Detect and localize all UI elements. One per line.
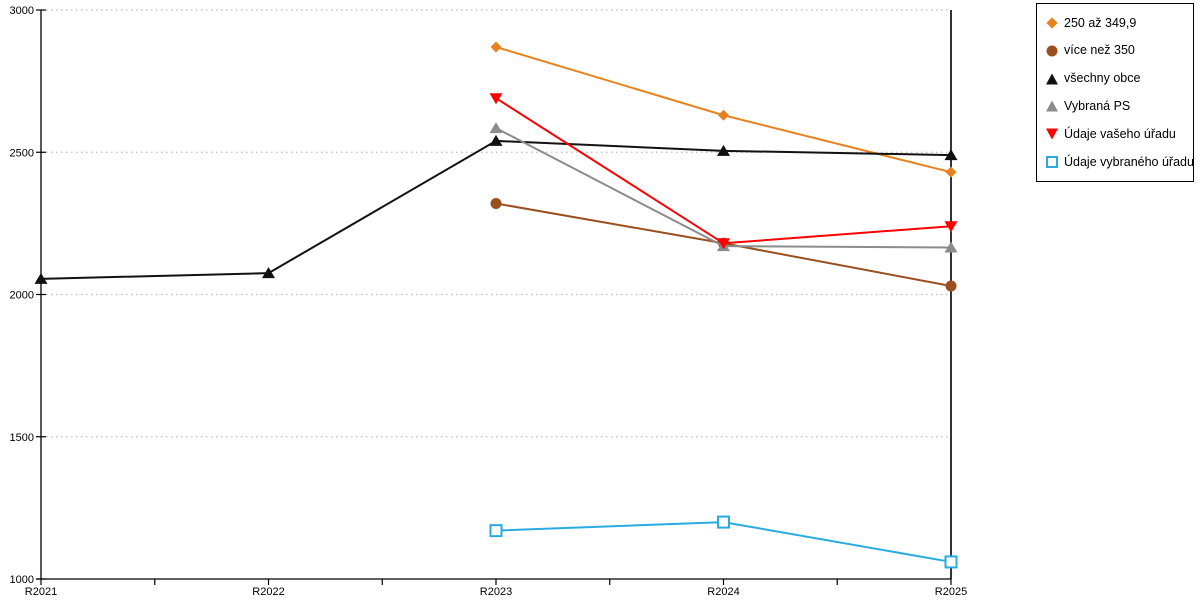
triangle-up-marker-icon (489, 122, 503, 134)
square-open-marker-icon (717, 515, 730, 529)
x-tick-label: R2024 (707, 586, 739, 598)
triangle-up-marker-icon (1045, 100, 1058, 113)
triangle-up-marker-icon (34, 272, 48, 284)
legend-label: všechny obce (1064, 71, 1141, 86)
diamond-marker-icon (718, 109, 729, 121)
triangle-down-marker-icon (489, 93, 503, 105)
diamond-marker-icon (945, 166, 957, 178)
circle-marker-icon (490, 197, 502, 209)
y-tick-label: 2500 (10, 147, 34, 159)
square-open-marker-icon (1045, 156, 1058, 169)
triangle-down-marker-icon (717, 238, 730, 250)
x-tick-label: R2023 (480, 586, 512, 598)
y-tick-label: 2000 (10, 290, 34, 302)
triangle-up-marker-icon (944, 241, 958, 253)
x-tick-label: R2021 (25, 586, 57, 598)
legend-item-udaje-vybraneho-uradu: Údaje vybraného úřadu (1045, 150, 1194, 174)
legend-label: 250 až 349,9 (1064, 15, 1137, 30)
diamond-marker-icon (1045, 16, 1058, 29)
legend-item-250-az-349: 250 až 349,9 (1045, 11, 1191, 35)
y-tick-label: 3000 (10, 5, 34, 17)
square-open-marker-icon (944, 555, 958, 569)
y-tick-label: 1500 (10, 432, 34, 444)
circle-marker-icon (945, 280, 957, 292)
diamond-marker-icon (490, 41, 502, 53)
legend-item-vsechny-obce: všechny obce (1045, 67, 1191, 91)
triangle-up-marker-icon (489, 134, 503, 146)
legend-item-vybrana-ps: Vybraná PS (1045, 94, 1191, 118)
legend-label: více než 350 (1064, 43, 1135, 58)
triangle-up-marker-icon (262, 267, 275, 279)
square-open-marker-icon (489, 524, 503, 538)
legend-label: Vybraná PS (1064, 99, 1131, 114)
y-tick-label: 1000 (10, 574, 34, 586)
triangle-down-marker-icon (1045, 128, 1058, 141)
legend-label: Údaje vybraného úřadu (1064, 154, 1194, 169)
legend-label: Údaje vašeho úřadu (1064, 126, 1176, 141)
legend: 250 až 349,9 více než 350 všechny obce V… (1036, 3, 1194, 182)
legend-item-udaje-vaseho-uradu: Údaje vašeho úřadu (1045, 122, 1191, 146)
triangle-up-marker-icon (944, 149, 958, 161)
legend-item-vice-nez-350: více než 350 (1045, 39, 1191, 63)
triangle-down-marker-icon (944, 221, 958, 233)
triangle-up-marker-icon (717, 144, 730, 156)
x-tick-label: R2025 (935, 586, 967, 598)
x-tick-label: R2022 (252, 586, 284, 598)
circle-marker-icon (1045, 44, 1058, 57)
triangle-up-marker-icon (1045, 72, 1058, 85)
series-line (40, 139, 952, 280)
